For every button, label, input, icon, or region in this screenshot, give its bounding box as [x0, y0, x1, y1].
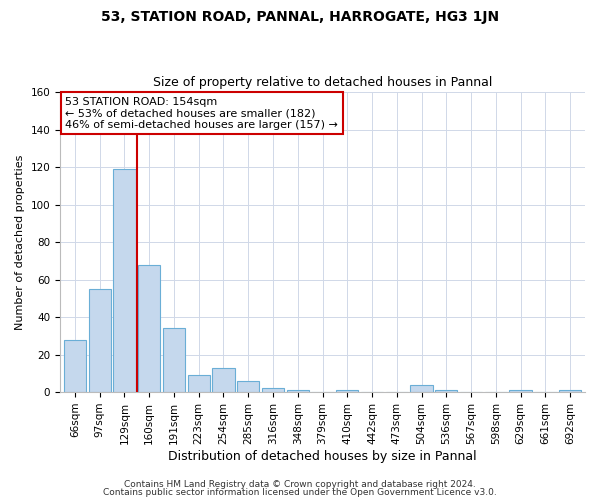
Text: Contains public sector information licensed under the Open Government Licence v3: Contains public sector information licen… — [103, 488, 497, 497]
Bar — [113, 169, 136, 392]
Bar — [287, 390, 309, 392]
Bar — [410, 384, 433, 392]
Bar — [435, 390, 457, 392]
Title: Size of property relative to detached houses in Pannal: Size of property relative to detached ho… — [153, 76, 492, 90]
Bar — [163, 328, 185, 392]
Bar — [212, 368, 235, 392]
Bar — [138, 264, 160, 392]
Bar — [336, 390, 358, 392]
Bar — [188, 375, 210, 392]
Text: 53, STATION ROAD, PANNAL, HARROGATE, HG3 1JN: 53, STATION ROAD, PANNAL, HARROGATE, HG3… — [101, 10, 499, 24]
Text: Contains HM Land Registry data © Crown copyright and database right 2024.: Contains HM Land Registry data © Crown c… — [124, 480, 476, 489]
Text: 53 STATION ROAD: 154sqm
← 53% of detached houses are smaller (182)
46% of semi-d: 53 STATION ROAD: 154sqm ← 53% of detache… — [65, 96, 338, 130]
Bar — [64, 340, 86, 392]
Bar — [509, 390, 532, 392]
Bar — [89, 289, 111, 392]
Bar — [262, 388, 284, 392]
Bar — [559, 390, 581, 392]
Bar — [237, 381, 259, 392]
X-axis label: Distribution of detached houses by size in Pannal: Distribution of detached houses by size … — [168, 450, 477, 462]
Y-axis label: Number of detached properties: Number of detached properties — [15, 154, 25, 330]
